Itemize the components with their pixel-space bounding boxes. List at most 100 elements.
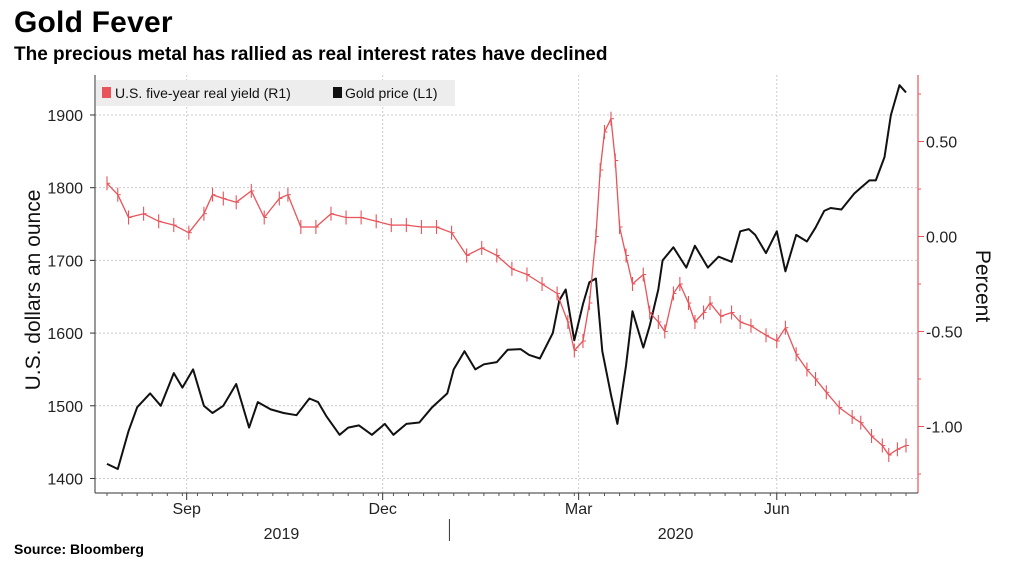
series xyxy=(106,84,909,470)
yield-segment xyxy=(188,213,205,234)
yield-segment xyxy=(263,198,280,218)
yield-segment xyxy=(573,340,584,351)
yield-segment xyxy=(376,220,392,226)
chart-subtitle: The precious metal has rallied as real i… xyxy=(14,44,608,65)
yield-segment xyxy=(526,273,543,285)
yield-segment xyxy=(642,274,651,313)
yield-segment xyxy=(451,232,468,256)
legend: U.S. five-year real yield (R1) Gold price… xyxy=(96,80,455,106)
year-label: 2020 xyxy=(658,526,694,543)
chart-title: Gold Fever xyxy=(14,6,173,39)
yield-segment xyxy=(687,302,696,323)
yield-segment xyxy=(173,224,190,234)
right-axis-label: Percent xyxy=(971,250,994,323)
legend-label-gold: Gold price (L1) xyxy=(345,85,438,101)
x-tick-label: Dec xyxy=(368,501,396,518)
legend-box xyxy=(96,80,455,106)
yield-segment xyxy=(158,220,174,226)
yield-segment xyxy=(567,321,575,351)
yield-segment xyxy=(511,268,528,276)
yield-segment xyxy=(106,182,119,196)
yield-segment xyxy=(287,194,302,228)
gridlines xyxy=(95,75,918,493)
yield-segment xyxy=(360,216,377,222)
yield-segment xyxy=(657,321,666,332)
yield-segment xyxy=(117,194,130,218)
yield-segment xyxy=(888,448,898,456)
left-tick-label: 1500 xyxy=(47,399,83,416)
source-note: Source: Bloomberg xyxy=(14,541,144,557)
yield-segment xyxy=(128,213,144,219)
yield-segment xyxy=(212,194,224,200)
yield-segment xyxy=(556,293,569,323)
yield-segment xyxy=(250,190,265,218)
yield-segment xyxy=(720,311,732,317)
yield-segment xyxy=(750,325,767,336)
real-yield-series xyxy=(106,111,909,462)
yield-segment xyxy=(731,312,741,323)
left-tick-label: 1700 xyxy=(47,253,83,270)
yield-segment xyxy=(599,131,606,171)
legend-swatch-yield xyxy=(102,87,111,98)
yield-segment xyxy=(806,369,816,380)
right-tick-label: -1.00 xyxy=(926,420,963,437)
left-tick-label: 1600 xyxy=(47,326,83,343)
yield-segment xyxy=(496,255,513,270)
x-tick-label: Sep xyxy=(172,501,201,518)
left-tick-label: 1400 xyxy=(47,471,83,488)
yield-segment xyxy=(330,213,347,219)
yield-segment xyxy=(871,435,883,446)
yield-segment xyxy=(603,118,612,133)
gold-price-line xyxy=(106,84,907,470)
yield-segment xyxy=(649,312,659,323)
yield-segment xyxy=(703,302,711,313)
yield-segment xyxy=(679,283,690,304)
yield-segment xyxy=(541,283,558,295)
yield-segment xyxy=(672,283,681,294)
yield-segment xyxy=(765,334,778,342)
yield-segment xyxy=(235,190,252,203)
yield-segment xyxy=(481,247,498,257)
left-tick-label: 1900 xyxy=(47,108,83,125)
yield-segment xyxy=(223,197,237,203)
yield-segment xyxy=(825,391,840,408)
right-tick-label: -0.50 xyxy=(926,325,963,342)
year-label: 2019 xyxy=(264,526,300,543)
yield-segment xyxy=(315,213,332,228)
x-tick-label: Mar xyxy=(565,501,593,518)
yield-segment xyxy=(632,274,644,285)
yield-segment xyxy=(897,444,907,450)
yield-segment xyxy=(694,312,705,323)
yield-segment xyxy=(881,445,890,456)
yield-segment xyxy=(143,213,159,222)
yield-segment xyxy=(664,293,675,332)
right-tick-label: 0.50 xyxy=(926,135,957,152)
yield-segment xyxy=(588,236,597,304)
yield-segment xyxy=(279,194,289,200)
yield-segment xyxy=(860,422,873,437)
right-tick-label: 0.00 xyxy=(926,230,957,247)
yield-segment xyxy=(739,321,752,327)
yield-segment xyxy=(614,160,621,228)
yield-segment xyxy=(776,327,786,342)
yield-segment xyxy=(610,118,616,161)
legend-swatch-gold xyxy=(333,87,342,98)
yield-segment xyxy=(795,353,808,370)
yield-segment xyxy=(582,302,591,342)
left-axis-label: U.S. dollars an ounce xyxy=(22,190,45,391)
yield-segment xyxy=(436,226,452,234)
yield-segment xyxy=(814,378,827,393)
x-tick-label: Jun xyxy=(764,501,790,518)
axes: 1400 1500 1600 1700 1800 1900 -1.00 -0.50 0.00 0.… xyxy=(47,75,963,543)
left-tick-label: 1800 xyxy=(47,181,83,198)
yield-segment xyxy=(203,194,214,214)
yield-segment xyxy=(466,247,482,257)
legend-label-yield: U.S. five-year real yield (R1) xyxy=(115,85,291,101)
yield-segment xyxy=(618,226,627,256)
yield-segment xyxy=(851,416,862,424)
yield-segment xyxy=(838,406,853,418)
yield-segment xyxy=(625,255,634,285)
yield-segment xyxy=(784,327,797,355)
yield-segment xyxy=(595,169,601,237)
